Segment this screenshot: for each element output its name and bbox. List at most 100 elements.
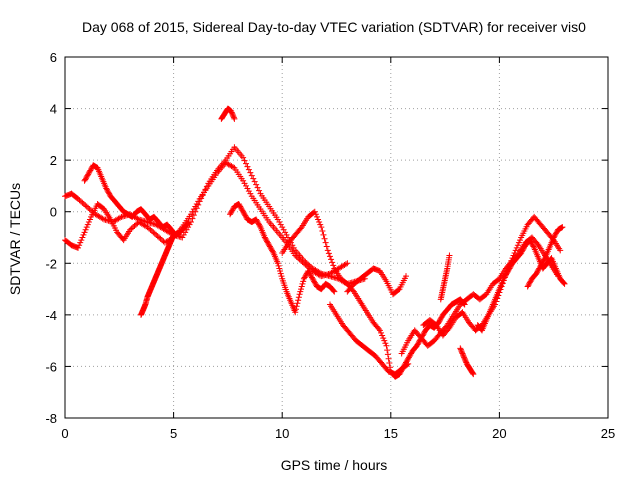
data-point-trace-f xyxy=(311,278,318,285)
data-point-trace-n xyxy=(560,280,567,287)
data-point-trace-c xyxy=(85,171,92,178)
data-point-trace-g xyxy=(311,208,318,215)
data-point-trace-f xyxy=(228,208,235,215)
data-point-trace-a xyxy=(179,234,186,241)
data-point-trace-f xyxy=(277,270,284,277)
data-point-trace-f xyxy=(269,248,276,255)
data-points xyxy=(62,105,568,380)
data-point-trace-b xyxy=(77,239,84,246)
data-point-trace-m xyxy=(458,349,465,356)
data-point-trace-o xyxy=(551,233,558,240)
data-point-trace-n xyxy=(506,265,513,272)
data-point-trace-f xyxy=(253,216,260,223)
data-point-trace-n xyxy=(504,269,511,276)
data-point-trace-f xyxy=(254,219,261,226)
data-point-trace-l xyxy=(446,252,453,259)
data-point-trace-f xyxy=(238,206,245,213)
data-point-trace-b xyxy=(292,252,299,259)
data-point-trace-b xyxy=(298,257,305,264)
data-point-trace-a xyxy=(283,231,290,238)
data-point-trace-b xyxy=(83,224,90,231)
data-point-trace-c xyxy=(86,168,93,175)
data-point-trace-f xyxy=(310,277,317,284)
x-tick-label: 10 xyxy=(275,426,289,441)
data-point-trace-c xyxy=(106,190,113,197)
data-point-trace-f xyxy=(239,207,246,214)
data-point-trace-o xyxy=(540,257,547,264)
data-point-trace-m xyxy=(460,351,467,358)
data-point-trace-o xyxy=(533,270,540,277)
gridlines xyxy=(65,57,608,418)
data-point-trace-c xyxy=(103,186,110,193)
data-point-trace-o xyxy=(559,224,566,231)
data-point-trace-f xyxy=(301,274,308,281)
data-point-trace-g xyxy=(319,228,326,235)
data-point-trace-o xyxy=(526,279,533,286)
data-point-trace-a xyxy=(290,244,297,251)
data-point-trace-g xyxy=(415,340,422,347)
data-point-trace-n xyxy=(519,247,526,254)
data-point-trace-b xyxy=(128,225,135,232)
y-tick-label: -2 xyxy=(45,256,57,271)
data-point-trace-b xyxy=(157,235,164,242)
x-tick-labels: 0 5 10 15 20 25 xyxy=(61,426,615,441)
x-tick-label: 20 xyxy=(492,426,506,441)
data-point-trace-f xyxy=(274,260,281,267)
data-point-trace-b xyxy=(245,188,252,195)
data-point-trace-g xyxy=(380,335,387,342)
data-point-trace-f xyxy=(300,275,307,282)
data-point-trace-f xyxy=(265,240,272,247)
data-point-trace-o xyxy=(550,234,557,241)
data-point-trace-f xyxy=(302,273,309,280)
data-point-trace-m xyxy=(460,353,467,360)
data-point-trace-g xyxy=(405,355,412,362)
data-point-trace-b xyxy=(154,233,161,240)
data-point-trace-c xyxy=(87,167,94,174)
data-point-trace-m xyxy=(461,355,468,362)
data-point-trace-b xyxy=(150,229,157,236)
data-point-trace-k xyxy=(510,252,517,259)
data-point-trace-f xyxy=(256,221,263,228)
data-point-trace-k xyxy=(515,239,522,246)
data-point-trace-m xyxy=(459,350,466,357)
data-point-trace-a xyxy=(253,181,260,188)
data-point-trace-f xyxy=(255,220,262,227)
data-point-trace-b xyxy=(156,234,163,241)
data-point-trace-b xyxy=(296,256,303,263)
data-point-trace-h xyxy=(404,361,411,368)
data-point-trace-a xyxy=(245,166,252,173)
data-point-trace-c xyxy=(185,219,192,226)
data-point-trace-b xyxy=(75,244,82,251)
data-point-trace-f xyxy=(312,280,319,287)
data-point-trace-g xyxy=(297,225,304,232)
data-point-trace-g xyxy=(416,338,423,345)
data-point-trace-b xyxy=(159,237,166,244)
data-point-trace-o xyxy=(526,280,533,287)
data-point-trace-f xyxy=(308,273,315,280)
data-point-trace-n xyxy=(502,273,509,280)
data-point-trace-o xyxy=(552,231,559,238)
data-point-trace-o xyxy=(525,282,532,289)
data-point-trace-g xyxy=(313,213,320,220)
data-point-trace-f xyxy=(241,211,248,218)
data-point-trace-n xyxy=(530,243,537,250)
data-point-trace-o xyxy=(527,278,534,285)
y-axis-label: SDTVAR / TECUs xyxy=(7,183,23,295)
chart-title: Day 068 of 2015, Sidereal Day-to-day VTE… xyxy=(82,19,586,35)
data-point-trace-f xyxy=(277,268,284,275)
data-point-trace-a xyxy=(282,229,289,236)
data-point-trace-g xyxy=(316,219,323,226)
data-point-trace-b xyxy=(244,185,251,192)
data-point-trace-o xyxy=(536,265,543,272)
data-point-trace-m xyxy=(462,356,469,363)
data-point-trace-b xyxy=(302,261,309,268)
data-point-trace-f xyxy=(298,283,305,290)
data-point-trace-n xyxy=(520,246,527,253)
data-point-trace-g xyxy=(408,350,415,357)
data-point-trace-f xyxy=(294,300,301,307)
data-point-trace-n xyxy=(502,271,509,278)
data-point-trace-e xyxy=(230,114,237,121)
data-point-trace-b xyxy=(306,265,313,272)
data-point-trace-f xyxy=(237,204,244,211)
data-point-trace-n xyxy=(561,280,568,287)
